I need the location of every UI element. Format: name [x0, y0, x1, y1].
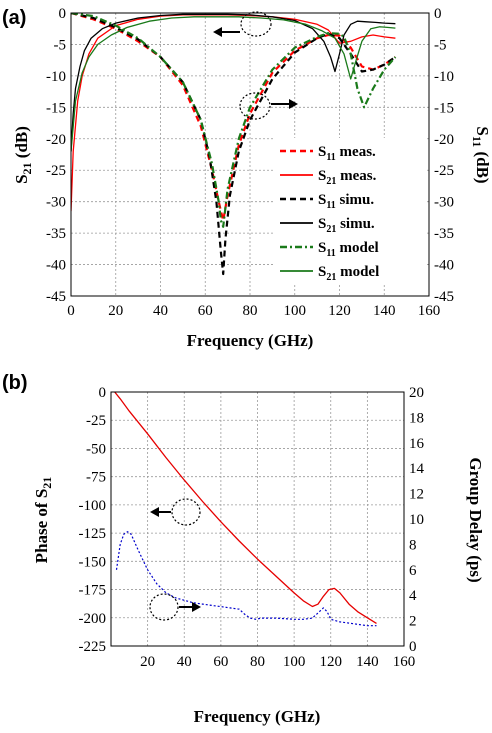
x-tick-label: 60 — [198, 303, 213, 319]
y-tick-label-left: -25 — [86, 413, 106, 429]
y-tick-label-left: 0 — [99, 385, 107, 401]
panel-a-label: (a) — [2, 7, 26, 29]
x-tick-label: 160 — [418, 303, 441, 319]
dotted-circle-marker — [172, 499, 200, 525]
x-tick-label: 100 — [284, 303, 307, 319]
y-tick-label-left: -50 — [86, 441, 106, 457]
annotation-phase-arrow — [150, 499, 200, 525]
panel-b-xlabel: Frequency (GHz) — [194, 707, 321, 726]
y-tick-label-left: -125 — [79, 526, 107, 542]
panel-b-ylabel-right: Group Delay (ps) — [466, 457, 485, 582]
y-tick-label-right: -30 — [434, 195, 454, 211]
y-tick-label-left: -175 — [79, 583, 107, 599]
x-tick-label: 80 — [250, 654, 265, 670]
x-tick-label: 40 — [177, 654, 192, 670]
x-tick-label: 140 — [356, 654, 379, 670]
y-tick-label-right: 12 — [409, 487, 424, 503]
panel-b-grid — [111, 392, 404, 646]
y-tick-label-left: -35 — [46, 226, 66, 242]
series-line-4 — [71, 14, 395, 151]
panel-b-ticks: 20 40 60 80 100 120 140 1600-25-50-75-100-125-1… — [79, 385, 425, 670]
x-tick-label: 120 — [320, 654, 343, 670]
series-line-2 — [117, 532, 377, 626]
y-tick-label-left: -5 — [54, 37, 67, 53]
chart-panel-b: (b) 20 40 60 80 100 120 140 1600-25-50-75-100-1… — [2, 372, 485, 726]
x-tick-label: 120 — [328, 303, 351, 319]
y-tick-label-right: 8 — [409, 537, 417, 553]
y-tick-label-left: -20 — [46, 132, 66, 148]
y-tick-label-right: 6 — [409, 563, 417, 579]
y-tick-label-left: -10 — [46, 69, 66, 85]
y-tick-label-left: -45 — [46, 289, 66, 305]
y-tick-label-right: -20 — [434, 132, 454, 148]
series-line-1 — [115, 392, 377, 623]
y-tick-label-right: 4 — [409, 588, 417, 604]
dotted-circle-marker — [150, 594, 178, 620]
panel-b-ylabel-left: Phase of S21 — [32, 477, 54, 564]
x-tick-label: 20 — [140, 654, 155, 670]
x-tick-label: 20 — [108, 303, 123, 319]
y-tick-label-left: -225 — [79, 639, 107, 655]
y-tick-label-right: -25 — [434, 163, 454, 179]
y-tick-label-right: -40 — [434, 258, 454, 274]
y-tick-label-left: -30 — [46, 195, 66, 211]
y-tick-label-right: 2 — [409, 614, 417, 630]
arrowhead-left-icon — [150, 507, 159, 517]
panel-a-ylabel-left: S21 (dB) — [12, 126, 34, 184]
y-tick-label-right: -45 — [434, 289, 454, 305]
x-tick-label: 40 — [153, 303, 168, 319]
y-tick-label-left: -150 — [79, 554, 107, 570]
y-tick-label-left: -40 — [46, 258, 66, 274]
y-tick-label-left: 0 — [59, 6, 67, 22]
panel-a-xlabel: Frequency (GHz) — [187, 331, 314, 350]
x-tick-label: 160 — [393, 654, 416, 670]
y-tick-label-left: -200 — [79, 611, 107, 627]
x-tick-label: 60 — [213, 654, 228, 670]
y-tick-label-right: -15 — [434, 100, 454, 116]
y-tick-label-left: -100 — [79, 498, 107, 514]
y-tick-label-left: -75 — [86, 470, 106, 486]
panel-b-frame — [111, 392, 404, 646]
y-tick-label-right: -5 — [434, 37, 447, 53]
y-tick-label-right: -35 — [434, 226, 454, 242]
y-tick-label-right: 14 — [409, 461, 425, 477]
y-tick-label-right: 0 — [434, 6, 442, 22]
y-tick-label-right: 16 — [409, 436, 425, 452]
panel-a-legend: S11 meas.S21 meas.S11 simu.S21 simu.S11 … — [275, 138, 427, 284]
series-line-6 — [71, 17, 395, 152]
y-tick-label-left: -25 — [46, 163, 66, 179]
y-tick-label-right: -10 — [434, 69, 454, 85]
panel-b-label: (b) — [2, 372, 28, 394]
y-tick-label-right: 18 — [409, 410, 424, 426]
panel-b-series — [115, 392, 377, 626]
y-tick-label-right: 20 — [409, 385, 424, 401]
arrowhead-left-icon — [213, 27, 222, 37]
y-tick-label-right: 10 — [409, 512, 424, 528]
annotation-right-arrow — [240, 93, 298, 119]
x-tick-label: 140 — [373, 303, 396, 319]
chart-panel-a: (a) 0 20 40 60 80 100 120 140 160 0 0 -5 -5 -10 -10 -15… — [2, 6, 492, 350]
x-tick-label: 0 — [67, 303, 75, 319]
x-tick-label: 100 — [283, 654, 306, 670]
x-tick-label: 80 — [243, 303, 258, 319]
panel-a-ylabel-right: S11 (dB) — [470, 126, 492, 183]
y-tick-label-right: 0 — [409, 639, 417, 655]
y-tick-label-left: -15 — [46, 100, 66, 116]
